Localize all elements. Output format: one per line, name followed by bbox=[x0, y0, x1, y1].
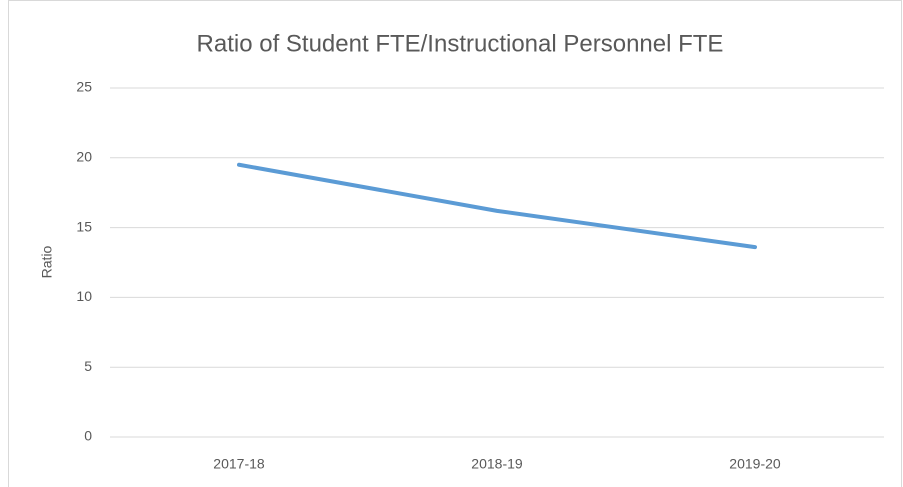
y-tick-label: 0 bbox=[84, 428, 92, 444]
y-tick-label: 25 bbox=[76, 79, 92, 95]
x-tick-label: 2019-20 bbox=[729, 456, 781, 472]
y-axis-label: Ratio bbox=[39, 245, 55, 278]
x-tick-label: 2018-19 bbox=[471, 456, 523, 472]
chart-title: Ratio of Student FTE/Instructional Perso… bbox=[197, 30, 724, 57]
chart-frame bbox=[8, 0, 902, 487]
y-tick-label: 15 bbox=[76, 218, 92, 234]
y-tick-label: 20 bbox=[76, 149, 92, 165]
x-tick-label: 2017-18 bbox=[213, 456, 265, 472]
data-line bbox=[237, 162, 757, 250]
y-tick-label: 5 bbox=[84, 358, 92, 374]
y-tick-label: 10 bbox=[76, 288, 92, 304]
